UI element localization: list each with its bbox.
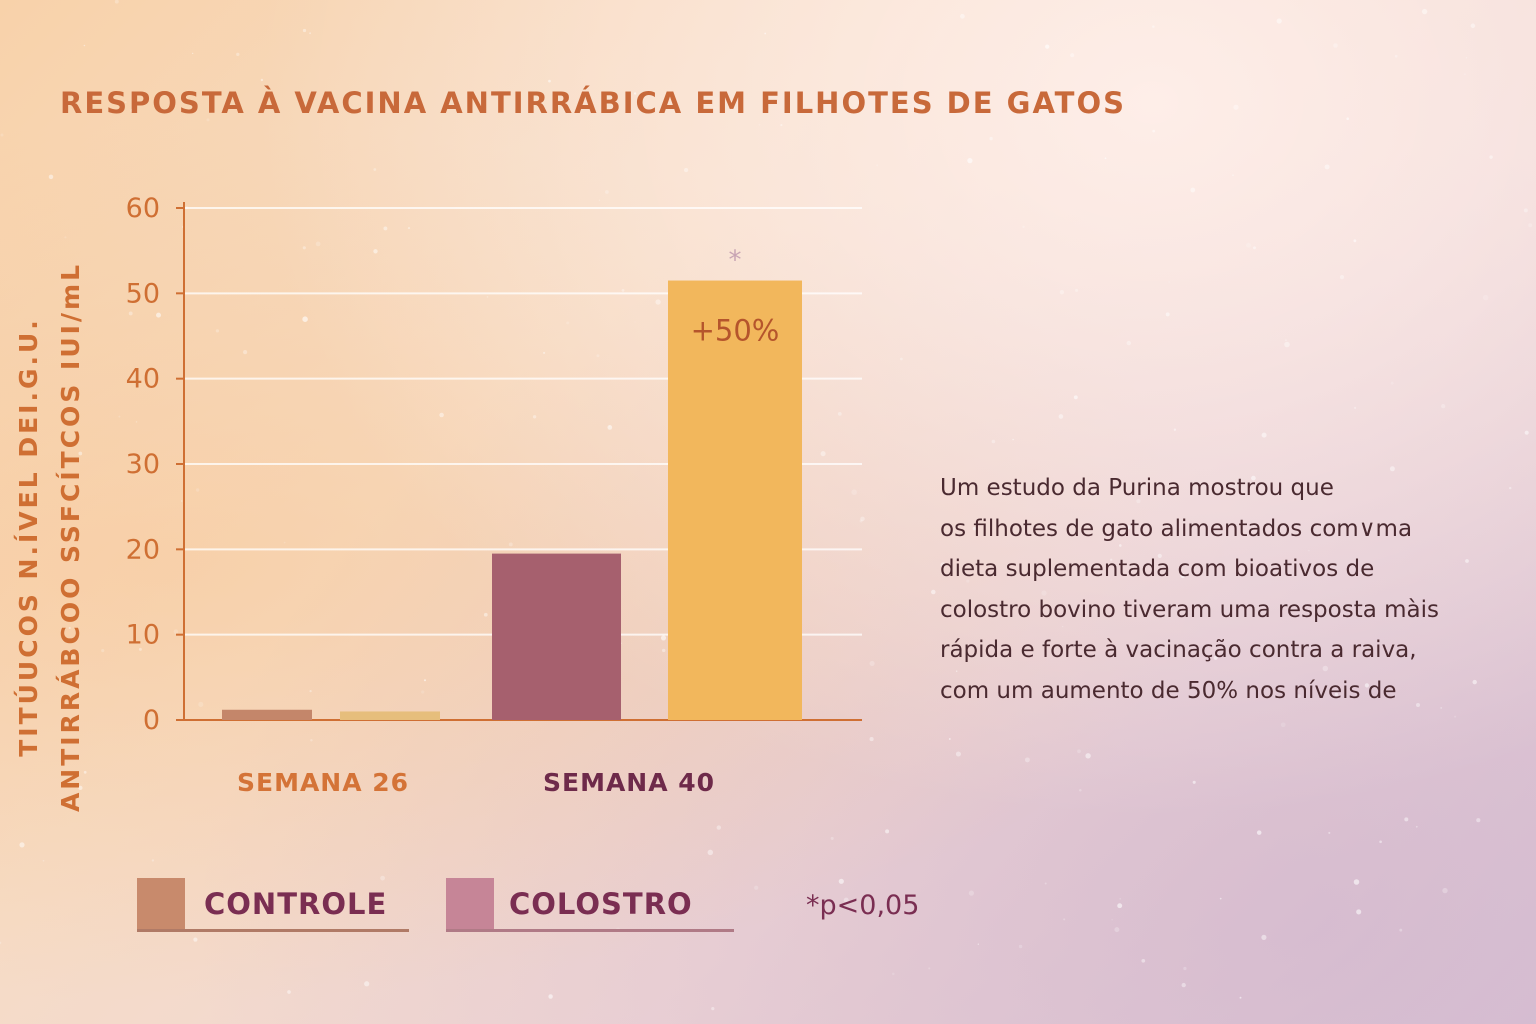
- bars: [222, 280, 802, 720]
- legend-label-colostro: COLOSTRO: [509, 887, 693, 921]
- chart-title: RESPOSTA À VACINA ANTIRRÁBICA EM FILHOTE…: [60, 86, 1126, 120]
- y-tick-labels: 0 10 20 30 40 50 60: [126, 193, 160, 736]
- description-line: rápida e forte à vacinação contra a raiv…: [940, 637, 1417, 663]
- legend-swatch-controle: [137, 878, 185, 930]
- y-tick-label: 60: [126, 193, 160, 224]
- legend-item-colostro: COLOSTRO: [446, 878, 734, 932]
- description-line: colostro bovino tiveram uma resposta mài…: [940, 596, 1440, 623]
- description-line: os filhotes de gato alimentados com∨ma: [940, 515, 1413, 542]
- significance-asterisk: *: [729, 246, 742, 276]
- legend-swatch-colostro: [446, 878, 494, 930]
- y-tick-label: 50: [126, 278, 160, 309]
- y-tick-label: 10: [126, 620, 160, 651]
- y-tick-label: 30: [126, 449, 160, 480]
- bar-colostro-week-26: [340, 711, 440, 720]
- description-line: com um aumento de 50% nos níveis de: [940, 677, 1397, 704]
- description-line: dieta suplementada com bioativos de: [940, 556, 1375, 582]
- legend-underline-colostro: [446, 929, 734, 932]
- bar-controle-week-40: [492, 553, 621, 720]
- y-tick-label: 20: [126, 534, 160, 565]
- legend-item-controle: CONTROLE: [137, 878, 409, 932]
- bar-controle-week-26: [222, 709, 312, 720]
- x-category-label-semana-26: SEMANA 26: [237, 768, 410, 797]
- bar-colostro-week-40: [668, 280, 802, 720]
- legend-label-controle: CONTROLE: [204, 887, 388, 921]
- y-tick-label: 40: [126, 364, 160, 395]
- y-tick-label: 0: [143, 705, 160, 736]
- data-label-percent-increase: +50%: [691, 314, 780, 348]
- study-description: Um estudo da Purina mostrou que os filho…: [940, 468, 1520, 711]
- significance-footnote: *p<0,05: [806, 890, 920, 921]
- x-category-label-semana-40: SEMANA 40: [543, 768, 716, 797]
- annotations: +50% *: [691, 246, 780, 348]
- description-line: Um estudo da Purina mostrou que: [940, 475, 1334, 501]
- legend-underline-controle: [137, 929, 409, 932]
